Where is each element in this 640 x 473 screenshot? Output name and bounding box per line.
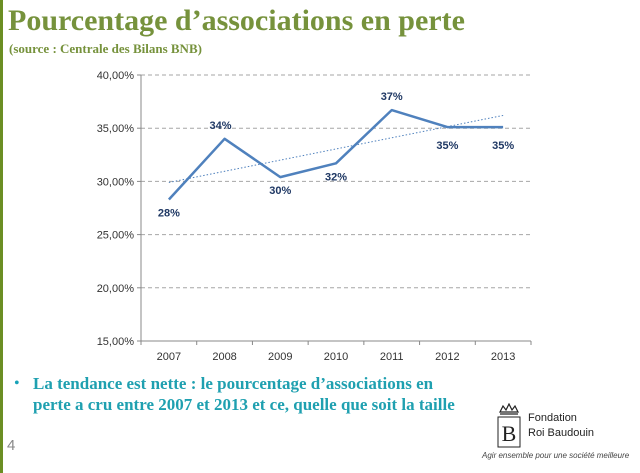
data-label: 28% xyxy=(158,207,180,219)
bullet-text: La tendance est nette : le pourcentage d… xyxy=(33,374,455,414)
x-tick-label: 2009 xyxy=(268,351,292,363)
logo-name-line1: Fondation xyxy=(528,412,577,424)
page-number: 4 xyxy=(7,437,16,454)
y-tick-label: 40,00% xyxy=(97,70,135,82)
y-tick-label: 15,00% xyxy=(97,336,135,348)
left-accent-rule xyxy=(0,0,3,473)
slide-subtitle: (source : Centrale des Bilans BNB) xyxy=(9,41,202,56)
data-label: 34% xyxy=(210,120,232,132)
slide-title: Pourcentage d’associations en perte xyxy=(8,4,465,37)
y-tick-label: 35,00% xyxy=(97,123,135,135)
x-tick-label: 2012 xyxy=(435,351,459,363)
data-label: 37% xyxy=(381,91,403,103)
fondation-logo: B Fondation Roi Baudouin Agir ensemble p… xyxy=(482,403,632,465)
crest-letter: B xyxy=(502,421,517,446)
data-label: 30% xyxy=(269,185,291,197)
bullet-marker: • xyxy=(14,375,20,392)
x-tick-label: 2010 xyxy=(324,351,348,363)
x-tick-label: 2007 xyxy=(157,351,181,363)
y-tick-label: 25,00% xyxy=(97,230,135,242)
logo-name-line2: Roi Baudouin xyxy=(528,427,595,439)
data-label: 35% xyxy=(492,140,514,152)
x-tick-label: 2011 xyxy=(380,351,404,363)
series-line xyxy=(167,108,504,201)
data-label: 35% xyxy=(436,140,458,152)
logo-name: Fondation Roi Baudouin xyxy=(528,411,594,441)
y-tick-label: 30,00% xyxy=(97,176,135,188)
x-tick-label: 2013 xyxy=(491,351,515,363)
logo-tagline: Agir ensemble pour une société meilleure xyxy=(482,451,630,460)
x-tick-label: 2008 xyxy=(212,351,236,363)
data-label: 32% xyxy=(325,171,347,183)
y-tick-label: 20,00% xyxy=(97,283,135,295)
crown-crest-icon: B xyxy=(497,403,521,448)
